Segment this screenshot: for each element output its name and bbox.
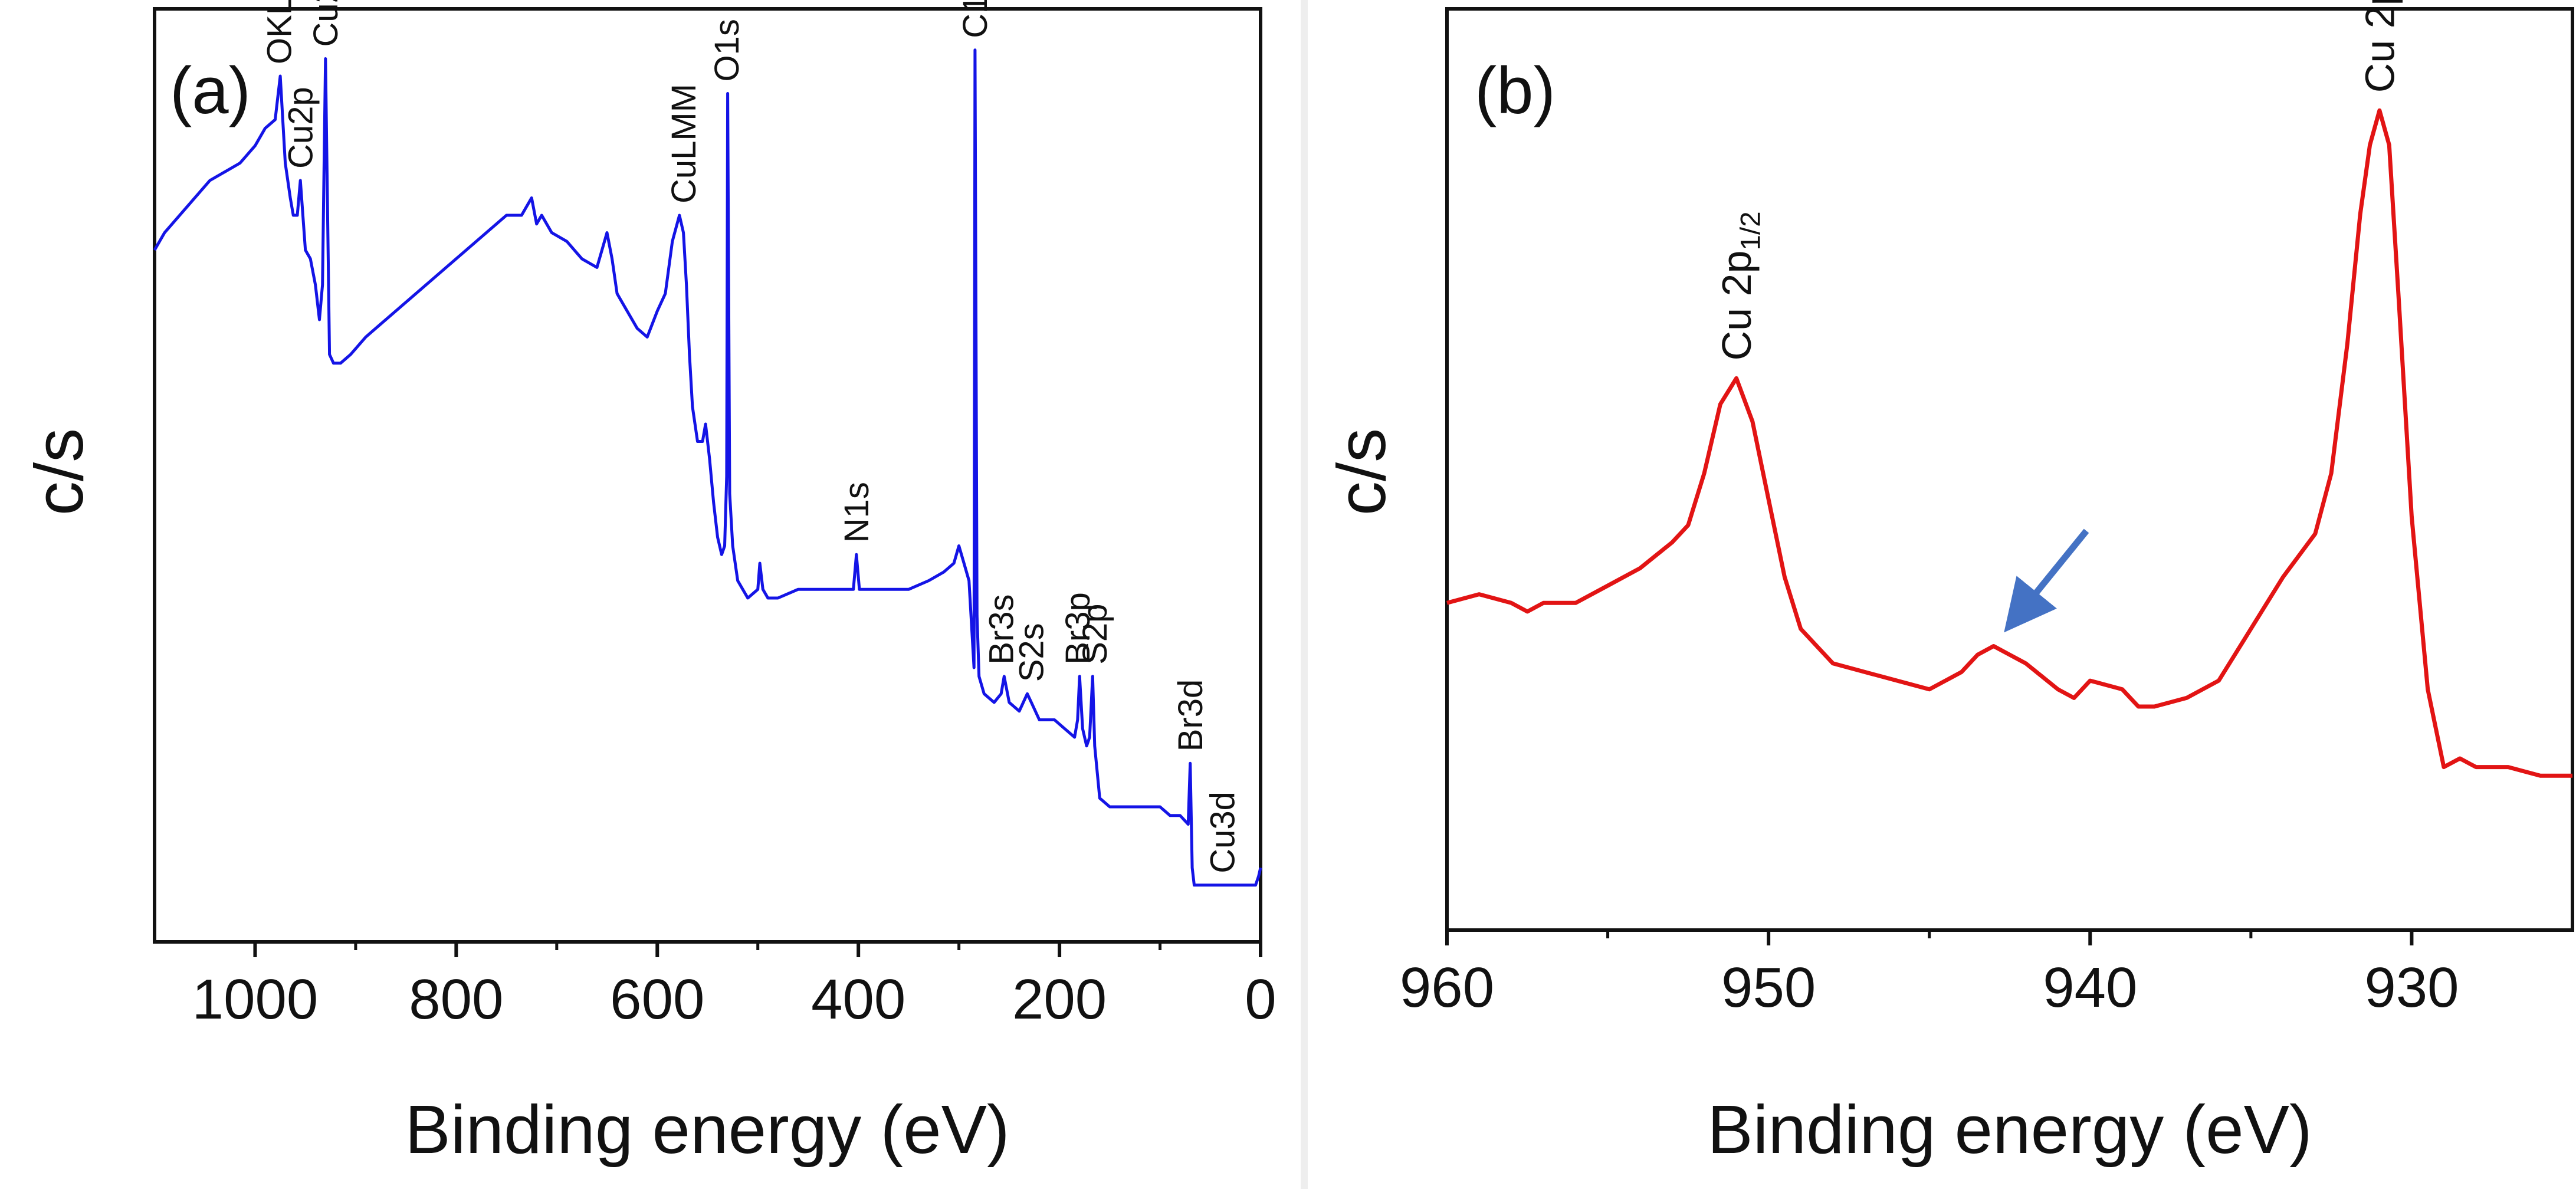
panel-a-x-ticks: 1000 800 600 400 200 0 — [192, 942, 1276, 1031]
panel-b-peak-labels: Cu 2p1/2 Cu 2p3/2 — [1714, 0, 2410, 360]
panel-divider — [1301, 0, 1308, 1189]
peak-label: S2s — [1013, 623, 1051, 682]
peak-label: Br3p — [1059, 592, 1097, 665]
x-tick-label: 600 — [610, 968, 704, 1031]
x-tick-label: 950 — [1721, 956, 1816, 1019]
panel-a-plot-frame — [153, 7, 1262, 944]
peak-label: Cu3d — [1204, 791, 1242, 873]
peak-label: CuLMM — [665, 84, 703, 203]
peak-label: Cu 2p3/2 — [2357, 0, 2409, 93]
panel-b-plot-frame — [1445, 7, 2574, 932]
x-tick-label: 400 — [811, 968, 905, 1031]
peak-label: Cu2p — [282, 87, 320, 169]
panel-b-x-ticks: 960 950 940 930 — [1400, 930, 2459, 1019]
peak-label: Br3d — [1171, 679, 1210, 752]
x-tick-label: 1000 — [192, 968, 319, 1031]
panel-b-cu2p-spectrum: 960 950 940 930 Cu 2p1/2 Cu 2p3/2 (b) c/s Bi… — [1323, 0, 2574, 1168]
x-tick-label: 960 — [1400, 956, 1494, 1019]
peak-label: OKLL — [261, 0, 299, 64]
peak-label: S2p — [1076, 604, 1114, 665]
peak-label: C1s — [956, 0, 995, 38]
x-tick-label: 0 — [1245, 968, 1276, 1031]
peak-label: N1s — [838, 482, 876, 543]
panel-b-series-cu2p — [1446, 108, 2572, 778]
peak-label: Cu 2p1/2 — [1714, 211, 1766, 360]
panel-b-x-axis-label: Binding energy (eV) — [1707, 1091, 2312, 1168]
peak-label: Cu2p — [307, 0, 345, 47]
panel-a-x-axis-label: Binding energy (eV) — [405, 1091, 1009, 1168]
x-tick-label: 200 — [1012, 968, 1107, 1031]
peak-label-subscript: 1/2 — [1735, 211, 1767, 250]
panel-b-y-axis-label: c/s — [1323, 428, 1400, 515]
peak-label: Br3s — [983, 594, 1021, 665]
x-tick-label: 930 — [2364, 956, 2459, 1019]
x-tick-label: 940 — [2043, 956, 2137, 1019]
panel-a-y-axis-label: c/s — [21, 428, 97, 515]
panel-a-survey-spectrum: 1000 800 600 400 200 0 OKLLCu2pCu2pCuLMMO1sN1… — [21, 0, 1276, 1168]
satellite-arrow — [2004, 528, 2089, 633]
panel-a-label: (a) — [170, 54, 251, 127]
peak-label: O1s — [708, 19, 746, 81]
x-tick-label: 800 — [409, 968, 503, 1031]
panel-b-label: (b) — [1475, 54, 1556, 127]
panel-a-series-survey — [153, 48, 1262, 887]
